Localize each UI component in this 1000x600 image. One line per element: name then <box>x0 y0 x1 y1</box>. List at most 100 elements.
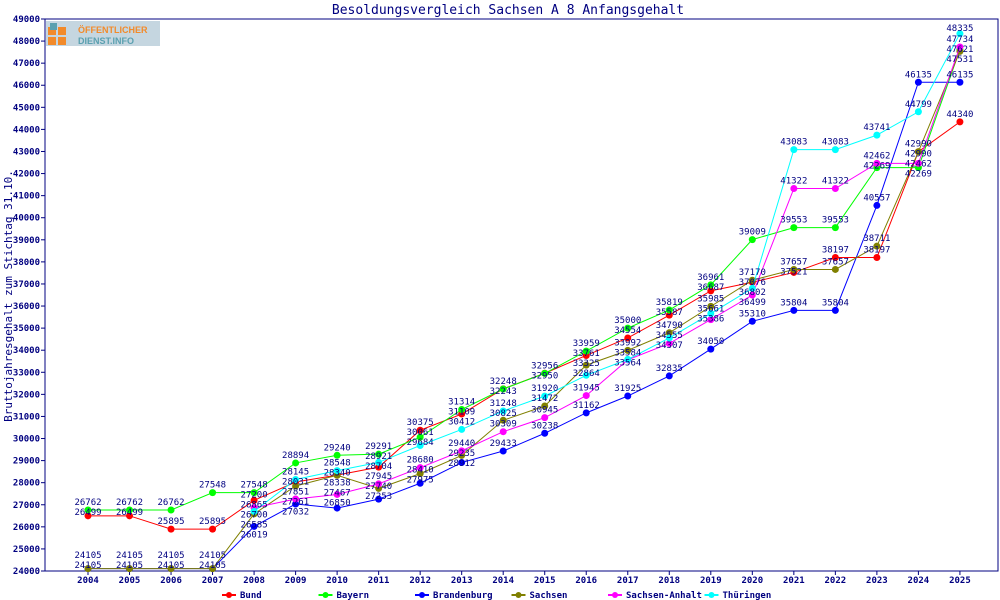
data-label: 24105 <box>199 561 226 571</box>
data-point <box>375 458 383 466</box>
data-label: 33959 <box>573 339 600 349</box>
data-point <box>541 369 549 377</box>
data-label: 39553 <box>780 216 807 226</box>
data-label: 24105 <box>199 551 226 561</box>
data-label: 28921 <box>365 452 392 462</box>
data-label: 34554 <box>614 326 641 336</box>
data-label: 26762 <box>157 498 184 508</box>
data-label: 24105 <box>157 551 184 561</box>
data-point <box>292 500 300 508</box>
x-tick-label: 2008 <box>243 576 265 586</box>
data-label: 28031 <box>282 477 309 487</box>
chart-title: Besoldungsvergleich Sachsen A 8 Anfangsg… <box>332 3 684 18</box>
data-point <box>458 447 466 455</box>
data-point <box>458 406 466 414</box>
data-label: 26865 <box>241 501 268 511</box>
data-label: 31925 <box>614 384 641 394</box>
y-tick-label: 28000 <box>13 479 40 489</box>
data-point <box>541 414 549 422</box>
data-point <box>665 372 673 380</box>
svg-text:DIENST.INFO: DIENST.INFO <box>78 36 134 46</box>
series-line <box>88 51 961 570</box>
data-label: 42269 <box>863 161 890 171</box>
data-label: 27740 <box>365 482 392 492</box>
data-point <box>292 475 300 483</box>
data-point <box>873 254 881 262</box>
data-point <box>790 224 798 232</box>
data-point <box>956 30 964 38</box>
data-point <box>873 131 881 139</box>
data-point <box>499 385 507 393</box>
data-point <box>167 565 175 573</box>
data-label: 27467 <box>324 489 351 499</box>
data-label: 34555 <box>656 331 683 341</box>
data-label: 33761 <box>573 349 600 359</box>
data-label: 27261 <box>282 497 309 507</box>
x-tick-label: 2017 <box>617 576 639 586</box>
data-label: 26762 <box>74 498 101 508</box>
y-tick-label: 27000 <box>13 501 40 511</box>
data-point <box>665 306 673 314</box>
data-label: 32835 <box>656 364 683 374</box>
data-label: 33325 <box>573 359 600 369</box>
series-line <box>88 81 960 570</box>
data-point <box>250 507 258 515</box>
data-label: 35804 <box>822 298 849 308</box>
data-point <box>541 429 549 437</box>
data-label: 38711 <box>863 234 890 244</box>
series-sachsen-anhalt <box>250 43 964 512</box>
data-label: 26700 <box>241 511 268 521</box>
data-label: 31109 <box>448 408 475 418</box>
data-point <box>292 482 300 490</box>
data-point <box>790 146 798 154</box>
data-label: 26850 <box>324 499 351 509</box>
data-point <box>250 496 258 504</box>
data-point <box>541 392 549 400</box>
data-label: 33564 <box>614 358 641 368</box>
data-point <box>333 467 341 475</box>
data-point <box>707 316 715 324</box>
data-point <box>707 287 715 295</box>
x-tick-label: 2020 <box>741 576 763 586</box>
data-label: 36802 <box>739 288 766 298</box>
data-point <box>84 512 92 520</box>
data-label: 26499 <box>74 508 101 518</box>
series-thüringen <box>250 30 964 515</box>
data-point <box>707 281 715 289</box>
x-tick-label: 2021 <box>783 576 805 586</box>
y-tick-label: 48000 <box>13 37 40 47</box>
data-label: 24105 <box>74 561 101 571</box>
data-label: 31314 <box>448 398 475 408</box>
y-tick-label: 37000 <box>13 280 40 290</box>
data-point <box>126 512 134 520</box>
data-point <box>748 291 756 299</box>
data-label: 42462 <box>905 160 932 170</box>
data-label: 31920 <box>531 384 558 394</box>
data-point <box>707 302 715 310</box>
data-label: 35587 <box>656 308 683 318</box>
data-label: 29684 <box>407 438 434 448</box>
data-label: 37657 <box>822 257 849 267</box>
data-label: 42269 <box>905 170 932 180</box>
data-point <box>831 224 839 232</box>
x-tick-label: 2005 <box>119 576 141 586</box>
legend-marker <box>419 592 425 598</box>
data-label: 43083 <box>780 138 807 148</box>
data-point <box>748 317 756 325</box>
y-tick-label: 30000 <box>13 435 40 445</box>
data-point <box>416 470 424 478</box>
x-tick-label: 2004 <box>77 576 99 586</box>
data-label: 39553 <box>822 216 849 226</box>
data-point <box>665 339 673 347</box>
data-point <box>84 565 92 573</box>
data-label: 37521 <box>780 267 807 277</box>
x-tick-label: 2007 <box>202 576 224 586</box>
plot-frame <box>44 18 999 572</box>
data-label: 35310 <box>739 309 766 319</box>
data-label: 41322 <box>780 177 807 187</box>
x-tick-label: 2023 <box>866 576 888 586</box>
y-tick-label: 31000 <box>13 412 40 422</box>
data-label: 31248 <box>490 399 517 409</box>
data-point <box>541 402 549 410</box>
data-label: 42990 <box>905 140 932 150</box>
